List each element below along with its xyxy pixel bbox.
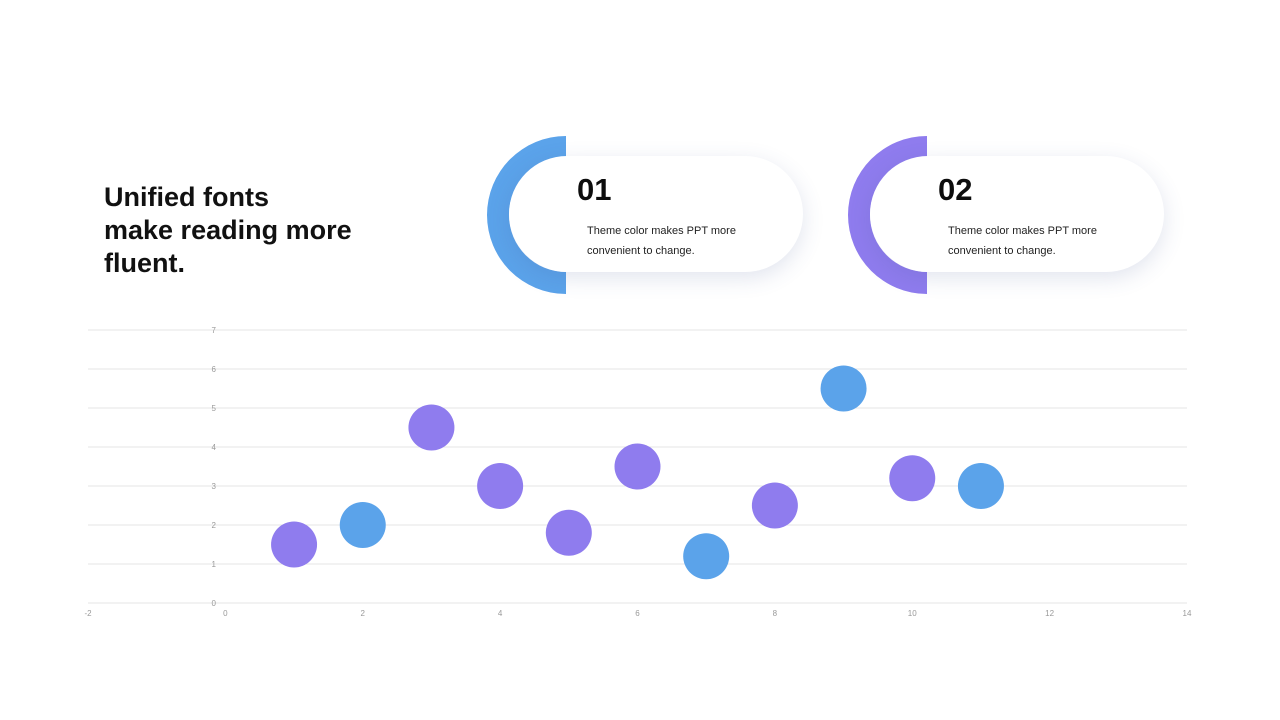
feature-card-01: 01 Theme color makes PPT more convenient… [487,136,805,294]
card-pill [509,156,803,272]
headline-line-1: Unified fonts [104,182,269,212]
scatter-point [339,502,386,548]
scatter-point [271,521,318,568]
card-description: Theme color makes PPT more convenient to… [587,225,736,257]
x-tick-label: -2 [84,609,92,618]
card-description: Theme color makes PPT more convenient to… [948,225,1097,257]
x-tick-label: 8 [773,609,778,618]
scatter-point [957,463,1004,509]
y-tick-label: 4 [212,443,217,452]
x-tick-label: 10 [908,609,917,618]
scatter-point [477,463,524,509]
x-tick-label: 14 [1183,609,1192,618]
y-tick-label: 1 [212,560,217,569]
x-tick-label: 2 [361,609,366,618]
card-pill [870,156,1164,272]
headline: Unified fonts make reading more fluent. [104,181,352,280]
x-tick-label: 4 [498,609,503,618]
y-tick-label: 0 [212,599,217,608]
scatter-point [889,455,936,502]
x-tick-label: 0 [223,609,228,618]
x-tick-label: 6 [635,609,640,618]
headline-line-3: fluent. [104,248,185,278]
y-tick-label: 6 [212,365,217,374]
scatter-point [408,404,455,451]
card-number: 02 [938,172,973,207]
card-number: 01 [577,172,612,207]
y-tick-label: 5 [212,404,217,413]
scatter-point [545,509,592,556]
headline-line-2: make reading more [104,215,352,245]
card-arc-icon [487,136,566,294]
y-tick-label: 2 [212,521,217,530]
scatter-point [820,365,867,412]
scatter-point [614,443,661,490]
y-tick-label: 7 [212,326,217,335]
feature-card-02: 02 Theme color makes PPT more convenient… [848,136,1166,294]
card-arc-icon [848,136,927,294]
x-tick-label: 12 [1045,609,1054,618]
scatter-point [751,482,798,529]
scatter-point [683,533,730,580]
y-tick-label: 3 [212,482,217,491]
